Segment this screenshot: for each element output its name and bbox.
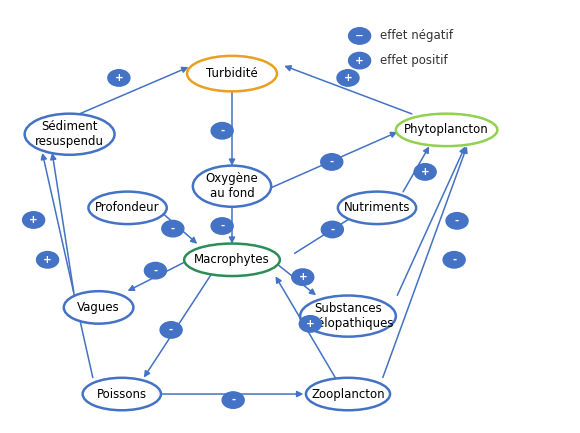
Circle shape: [349, 52, 371, 69]
Text: Substances
allélopathiques: Substances allélopathiques: [303, 302, 393, 330]
Text: Profondeur: Profondeur: [95, 201, 160, 214]
Text: -: -: [171, 223, 175, 234]
Circle shape: [108, 70, 130, 86]
Circle shape: [321, 221, 343, 238]
Text: Sédiment
resuspendu: Sédiment resuspendu: [35, 120, 104, 148]
Ellipse shape: [88, 191, 167, 224]
Text: -: -: [220, 221, 224, 231]
Circle shape: [37, 252, 59, 268]
Text: +: +: [298, 272, 307, 282]
Circle shape: [211, 123, 233, 139]
Ellipse shape: [82, 378, 161, 410]
Text: -: -: [231, 395, 235, 405]
Ellipse shape: [306, 378, 390, 410]
Circle shape: [337, 70, 359, 86]
Circle shape: [211, 218, 233, 234]
Text: +: +: [420, 167, 430, 177]
Ellipse shape: [396, 114, 498, 146]
Text: -: -: [169, 325, 173, 335]
Text: Vagues: Vagues: [77, 301, 120, 314]
Text: Macrophytes: Macrophytes: [194, 253, 270, 266]
Text: +: +: [43, 255, 52, 265]
Text: -: -: [330, 224, 335, 235]
Circle shape: [443, 252, 465, 268]
Ellipse shape: [187, 56, 277, 91]
Ellipse shape: [193, 165, 271, 207]
Circle shape: [222, 392, 244, 408]
Text: -: -: [452, 255, 456, 265]
Text: effet négatif: effet négatif: [380, 29, 453, 42]
Text: +: +: [355, 55, 364, 66]
Text: Poissons: Poissons: [97, 388, 147, 401]
Circle shape: [414, 164, 436, 180]
Text: +: +: [343, 73, 353, 83]
Text: -: -: [455, 216, 459, 226]
Text: −: −: [355, 31, 364, 41]
Text: +: +: [306, 319, 315, 329]
Text: +: +: [29, 215, 38, 225]
Ellipse shape: [184, 243, 280, 276]
Circle shape: [23, 212, 45, 228]
Circle shape: [160, 322, 182, 338]
Ellipse shape: [64, 291, 133, 324]
Text: Phytoplancton: Phytoplancton: [404, 123, 489, 136]
Text: effet positif: effet positif: [380, 54, 448, 67]
Circle shape: [321, 154, 343, 170]
Circle shape: [144, 262, 166, 279]
Text: -: -: [220, 126, 224, 136]
Circle shape: [162, 220, 184, 237]
Text: Turbidité: Turbidité: [206, 67, 258, 80]
Ellipse shape: [300, 295, 396, 337]
Text: Zooplancton: Zooplancton: [311, 388, 385, 401]
Circle shape: [292, 269, 314, 285]
Ellipse shape: [24, 114, 114, 155]
Text: Nutriments: Nutriments: [344, 201, 410, 214]
Text: +: +: [114, 73, 124, 83]
Text: Oxygène
au fond: Oxygène au fond: [206, 172, 258, 200]
Text: -: -: [329, 157, 334, 167]
Text: -: -: [153, 265, 158, 276]
Circle shape: [349, 28, 371, 44]
Circle shape: [446, 213, 468, 229]
Ellipse shape: [338, 191, 416, 224]
Circle shape: [299, 316, 321, 332]
